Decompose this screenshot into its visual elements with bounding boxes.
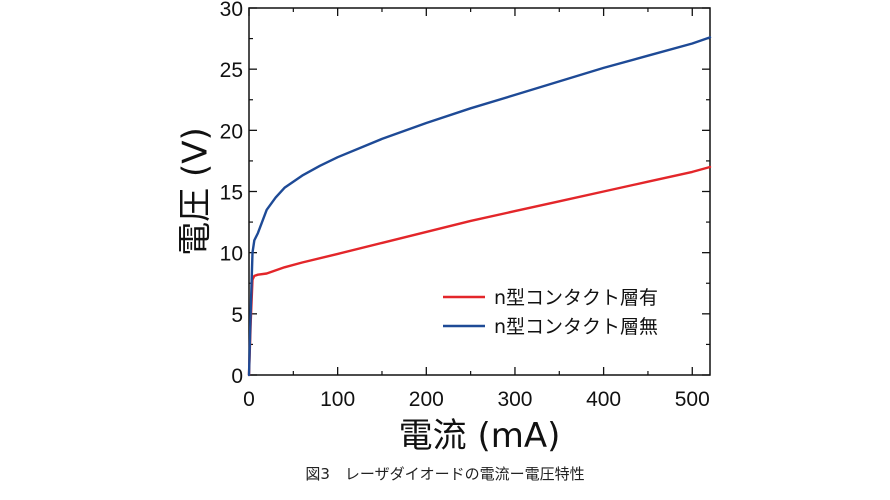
x-tick-label: 300 <box>497 388 532 411</box>
series-line-1 <box>247 165 712 377</box>
legend-label: n型コンタクト層有 <box>494 287 658 309</box>
figure-caption: 図3 レーザダイオードの電流ー電圧特性 <box>305 465 585 483</box>
y-tick-label: 0 <box>231 365 243 388</box>
series-line-2 <box>247 36 712 377</box>
x-tick-label: 400 <box>586 388 621 411</box>
legend-label: n型コンタクト層無 <box>494 316 658 338</box>
x-tick-label: 100 <box>320 388 355 411</box>
x-tick-label: 500 <box>675 388 710 411</box>
y-tick-label: 20 <box>220 120 243 143</box>
y-tick-label: 10 <box>220 243 243 266</box>
x-tick-label: 200 <box>409 388 444 411</box>
axes: 0 100 200 300 400 500 0 5 10 15 20 25 30 <box>220 0 711 411</box>
legend: n型コンタクト層有 n型コンタクト層無 <box>443 287 658 338</box>
x-axis-title: 電流 (mA) <box>399 416 561 456</box>
x-tick-label: 0 <box>243 388 255 411</box>
y-axis-title: 電圧 (V) <box>176 127 216 256</box>
series-layer <box>247 36 712 377</box>
y-tick-label: 5 <box>231 304 243 327</box>
y-tick-label: 25 <box>220 59 243 82</box>
y-tick-label: 30 <box>220 0 243 21</box>
y-tick-label: 15 <box>220 182 243 205</box>
